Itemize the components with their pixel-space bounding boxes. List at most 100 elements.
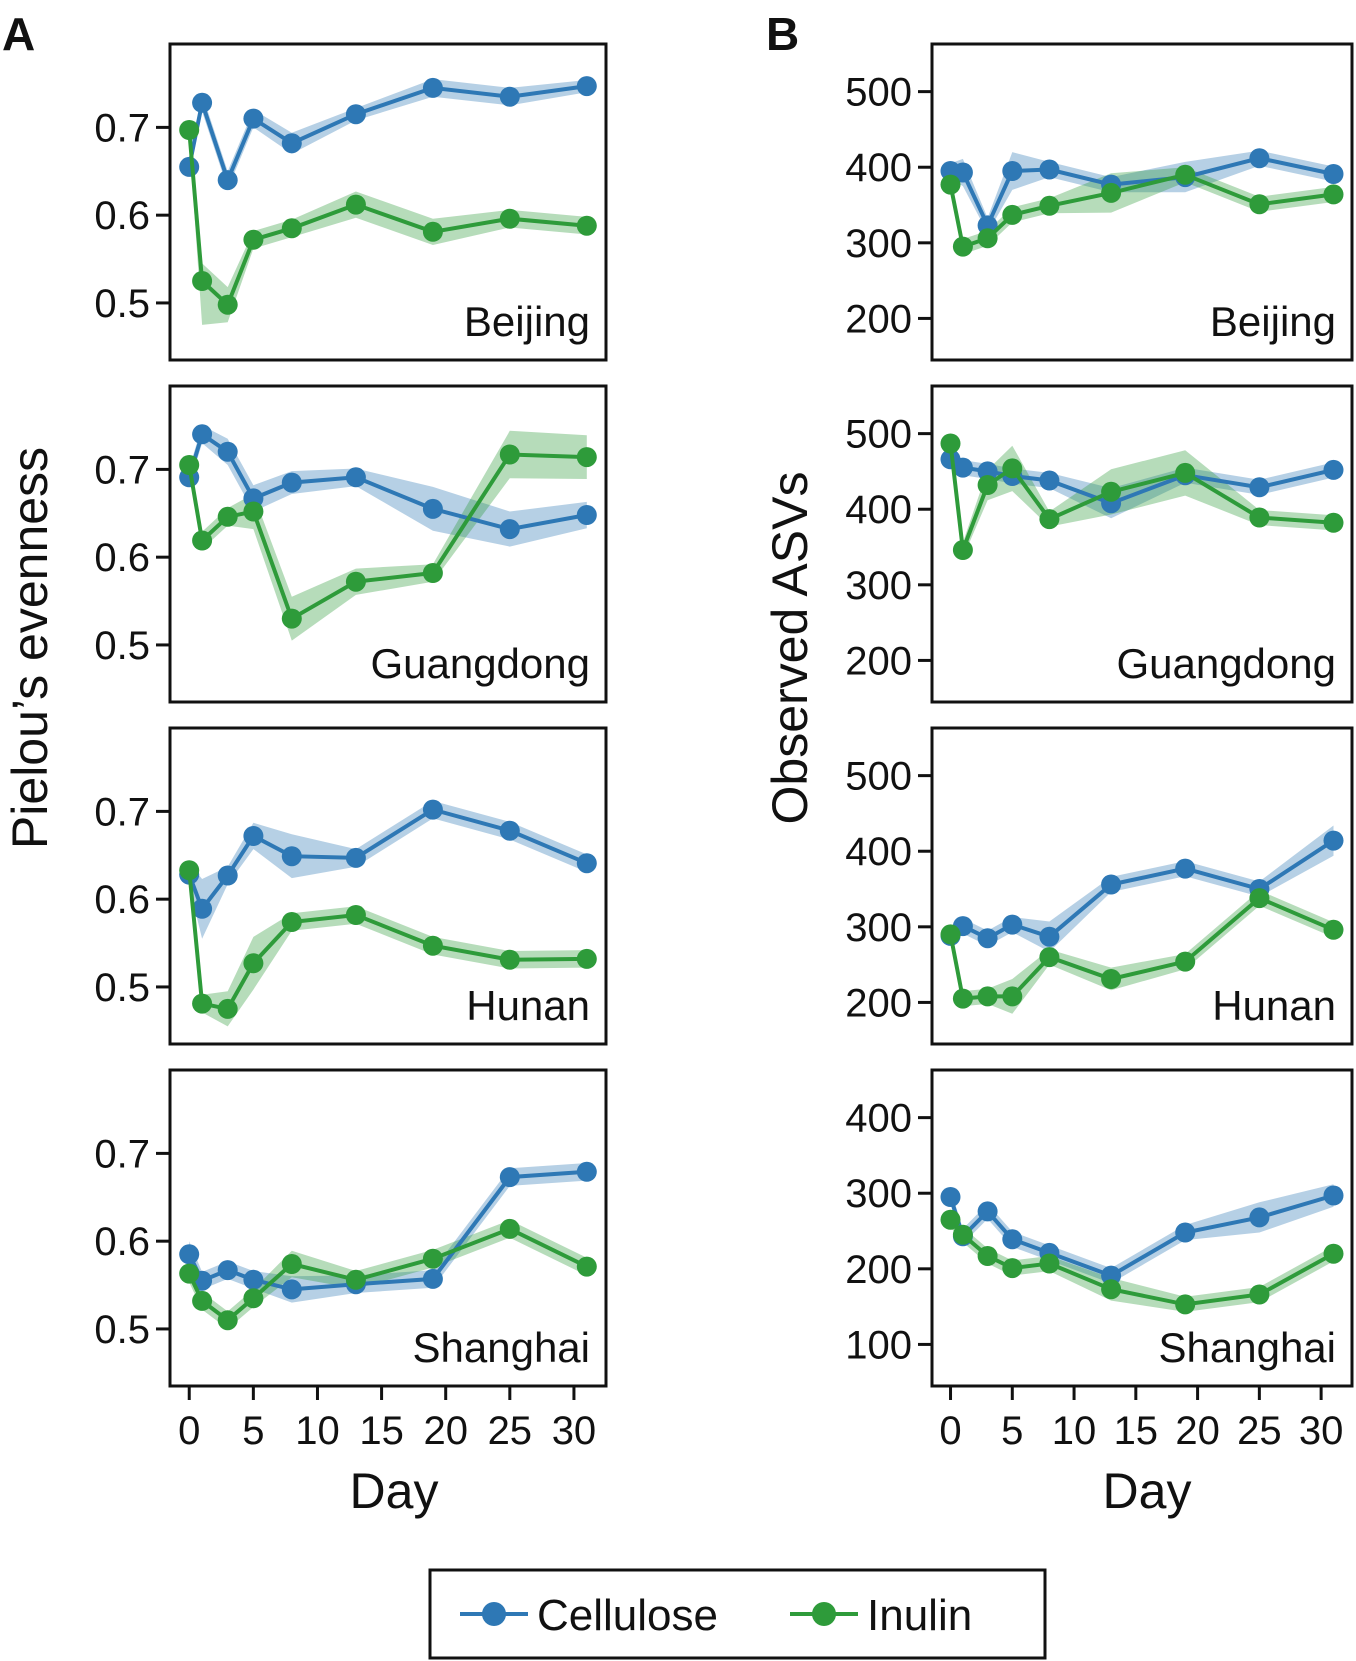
panel-label-b: B (766, 8, 799, 60)
facet-frame (930, 1068, 1354, 1388)
legend-marker-inulin (812, 1602, 836, 1626)
x-axis-label-a: Day (350, 1463, 439, 1519)
point-cellulose (192, 92, 213, 113)
point-cellulose (217, 865, 238, 886)
facet-a-hunan: 0.5 0.6 0.7 Hunan (94, 726, 608, 1046)
x-tick-label: 5 (1001, 1409, 1023, 1453)
point-inulin (192, 993, 213, 1014)
point-inulin (1039, 195, 1060, 216)
y-tick-label: 300 (845, 906, 912, 950)
x-tick-label: 10 (295, 1409, 340, 1453)
point-inulin (499, 208, 520, 229)
facet-label: Guangdong (370, 640, 590, 687)
point-cellulose (1249, 477, 1270, 498)
point-inulin (422, 221, 443, 242)
facet-label: Beijing (1210, 298, 1336, 345)
point-inulin (217, 998, 238, 1019)
x-tick-label: 15 (1114, 1409, 1159, 1453)
ribbon-inulin (950, 435, 1334, 558)
point-inulin (179, 860, 200, 881)
y-tick-label: 300 (845, 1172, 912, 1216)
point-inulin (1002, 986, 1023, 1007)
facet-frame (930, 384, 1354, 704)
y-tick-label: 400 (845, 146, 912, 190)
point-inulin (1249, 194, 1270, 215)
point-inulin (576, 1256, 597, 1277)
y-tick-label: 0.7 (94, 790, 150, 834)
point-inulin (940, 924, 961, 945)
legend-label-inulin: Inulin (867, 1591, 972, 1640)
point-inulin (281, 218, 302, 239)
point-inulin (952, 988, 973, 1009)
point-inulin (243, 953, 264, 974)
facet-b-beijing: 200 300 400 500 Beijing (845, 42, 1354, 362)
point-cellulose (1002, 1229, 1023, 1250)
facet-label: Shanghai (413, 1324, 591, 1371)
point-inulin (1002, 458, 1023, 479)
point-cellulose (499, 86, 520, 107)
point-inulin (952, 1224, 973, 1245)
point-cellulose (243, 1269, 264, 1290)
point-inulin (940, 1209, 961, 1230)
y-tick-label: 0.7 (94, 106, 150, 150)
point-cellulose (1249, 148, 1270, 169)
y-tick-label: 400 (845, 830, 912, 874)
point-inulin (192, 530, 213, 551)
point-cellulose (179, 1244, 200, 1265)
point-cellulose (217, 170, 238, 191)
y-tick-label: 0.6 (94, 194, 150, 238)
point-cellulose (1002, 161, 1023, 181)
point-inulin (243, 1288, 264, 1309)
point-inulin (499, 1218, 520, 1239)
point-cellulose (576, 76, 597, 97)
facet-label: Hunan (466, 982, 590, 1029)
point-inulin (952, 540, 973, 560)
facet-label: Beijing (464, 298, 590, 345)
point-cellulose (1175, 858, 1196, 879)
point-cellulose (217, 1260, 238, 1281)
facet-label: Hunan (1212, 982, 1336, 1029)
point-inulin (1249, 507, 1270, 528)
point-cellulose (422, 77, 443, 98)
y-tick-label: 200 (845, 1248, 912, 1292)
point-cellulose (1039, 926, 1060, 947)
ribbon-cellulose (189, 1163, 587, 1303)
y-tick-label: 0.5 (94, 1308, 150, 1352)
point-inulin (1175, 951, 1196, 972)
point-cellulose (192, 424, 213, 445)
y-tick-label: 0.5 (94, 966, 150, 1010)
x-tick-label: 0 (178, 1409, 200, 1453)
point-inulin (192, 271, 213, 291)
point-cellulose (576, 1161, 597, 1182)
x-tick-label: 20 (1175, 1409, 1220, 1453)
y-tick-label: 100 (845, 1323, 912, 1367)
x-tick-label: 25 (1237, 1409, 1282, 1453)
point-inulin (576, 447, 597, 468)
y-tick-label: 200 (845, 981, 912, 1025)
x-tick-label: 25 (488, 1409, 533, 1453)
point-inulin (1039, 947, 1060, 968)
point-inulin (345, 194, 366, 215)
legend: Cellulose Inulin (428, 1568, 1047, 1660)
point-inulin (977, 1246, 998, 1266)
point-inulin (281, 1254, 302, 1274)
point-inulin (422, 1248, 443, 1269)
point-inulin (281, 912, 302, 932)
point-cellulose (952, 162, 973, 183)
y-tick-label: 200 (845, 639, 912, 683)
facet-frame (168, 42, 608, 362)
x-tick-label: 10 (1052, 1409, 1097, 1453)
ribbon-inulin (950, 890, 1334, 1014)
y-tick-label: 0.6 (94, 536, 150, 580)
y-tick-label: 0.6 (94, 1220, 150, 1264)
point-cellulose (1101, 874, 1122, 895)
point-cellulose (1323, 1185, 1344, 1206)
point-inulin (1323, 512, 1344, 533)
point-inulin (345, 571, 366, 592)
point-inulin (1039, 509, 1060, 530)
y-tick-label: 400 (845, 488, 912, 532)
point-cellulose (243, 108, 264, 129)
point-inulin (281, 608, 302, 629)
point-inulin (179, 1263, 200, 1284)
